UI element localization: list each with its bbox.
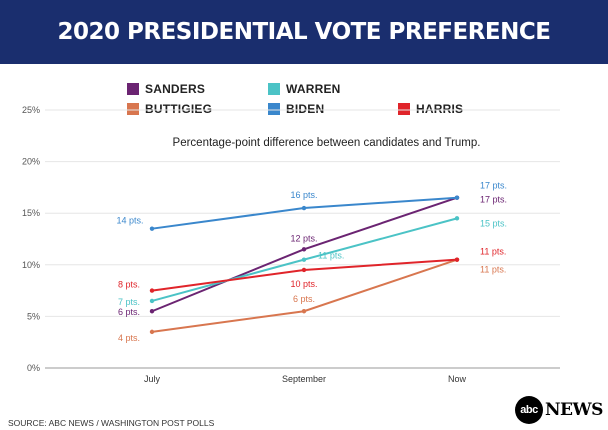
y-tick-label: 20% (22, 157, 40, 167)
data-point-biden (149, 226, 155, 231)
data-label-buttigieg: 6 pts. (293, 294, 315, 304)
legend-item-buttigieg: BUTTIGIEG (127, 102, 212, 116)
y-tick-label: 5% (27, 311, 40, 321)
y-tick-label: 15% (22, 208, 40, 218)
data-point-biden (301, 205, 307, 211)
data-point-sanders (301, 247, 307, 252)
legend-swatch-biden (268, 103, 280, 115)
legend-label-warren: WARREN (286, 82, 341, 96)
legend-item-harris: HARRIS (398, 102, 463, 116)
x-tick-label: September (282, 374, 326, 384)
legend-item-sanders: SANDERS (127, 82, 205, 96)
y-tick-label: 25% (22, 105, 40, 115)
data-point-biden (454, 195, 460, 200)
y-tick-label: 10% (22, 260, 40, 270)
data-label-warren: 11 pts. (318, 251, 344, 261)
data-point-warren (149, 298, 155, 304)
data-label-harris: 10 pts. (290, 279, 317, 289)
data-point-harris (454, 257, 460, 262)
data-label-biden: 16 pts. (290, 190, 317, 200)
legend-swatch-warren (268, 83, 280, 95)
legend-swatch-harris (398, 103, 410, 115)
data-label-harris: 11 pts. (480, 247, 506, 257)
data-label-sanders: 17 pts. (480, 195, 507, 205)
data-label-buttigieg: 11 pts. (480, 265, 506, 275)
data-point-warren (301, 257, 307, 262)
data-label-harris: 8 pts. (118, 280, 140, 290)
legend-label-buttigieg: BUTTIGIEG (145, 102, 213, 116)
source-note: SOURCE: ABC NEWS / WASHINGTON POST POLLS (8, 418, 215, 428)
x-tick-label: July (144, 374, 161, 384)
abc-logo-text: NEWS (545, 400, 603, 420)
data-point-harris (301, 267, 307, 273)
data-label-sanders: 6 pts. (118, 307, 140, 317)
x-tick-label: Now (448, 374, 467, 384)
legend-item-biden: BIDEN (268, 102, 324, 116)
legend-swatch-buttigieg (127, 103, 139, 115)
page-title: 2020 PRESIDENTIAL VOTE PREFERENCE (57, 19, 551, 45)
data-point-buttigieg (149, 329, 155, 335)
legend-label-sanders: SANDERS (145, 82, 206, 96)
data-label-buttigieg: 4 pts. (118, 333, 140, 343)
data-point-sanders (149, 309, 155, 314)
header-bar (0, 0, 608, 64)
legend-item-warren: WARREN (268, 82, 341, 96)
abc-logo-mark: abc (515, 396, 543, 424)
data-label-warren: 7 pts. (118, 297, 140, 307)
data-label-warren: 15 pts. (480, 218, 507, 228)
data-point-harris (149, 288, 155, 293)
data-point-warren (454, 216, 460, 221)
data-label-sanders: 12 pts. (290, 233, 317, 243)
legend-label-harris: HARRIS (416, 102, 464, 116)
data-label-biden: 17 pts. (480, 181, 507, 191)
y-tick-label: 0% (27, 363, 40, 373)
data-point-buttigieg (301, 309, 307, 314)
data-label-biden: 14 pts. (116, 216, 143, 226)
legend-label-biden: BIDEN (286, 102, 325, 116)
abc-news-logo: abc NEWS (515, 396, 603, 424)
chart-subtitle: Percentage-point difference between cand… (172, 137, 481, 149)
legend-swatch-sanders (127, 83, 139, 95)
